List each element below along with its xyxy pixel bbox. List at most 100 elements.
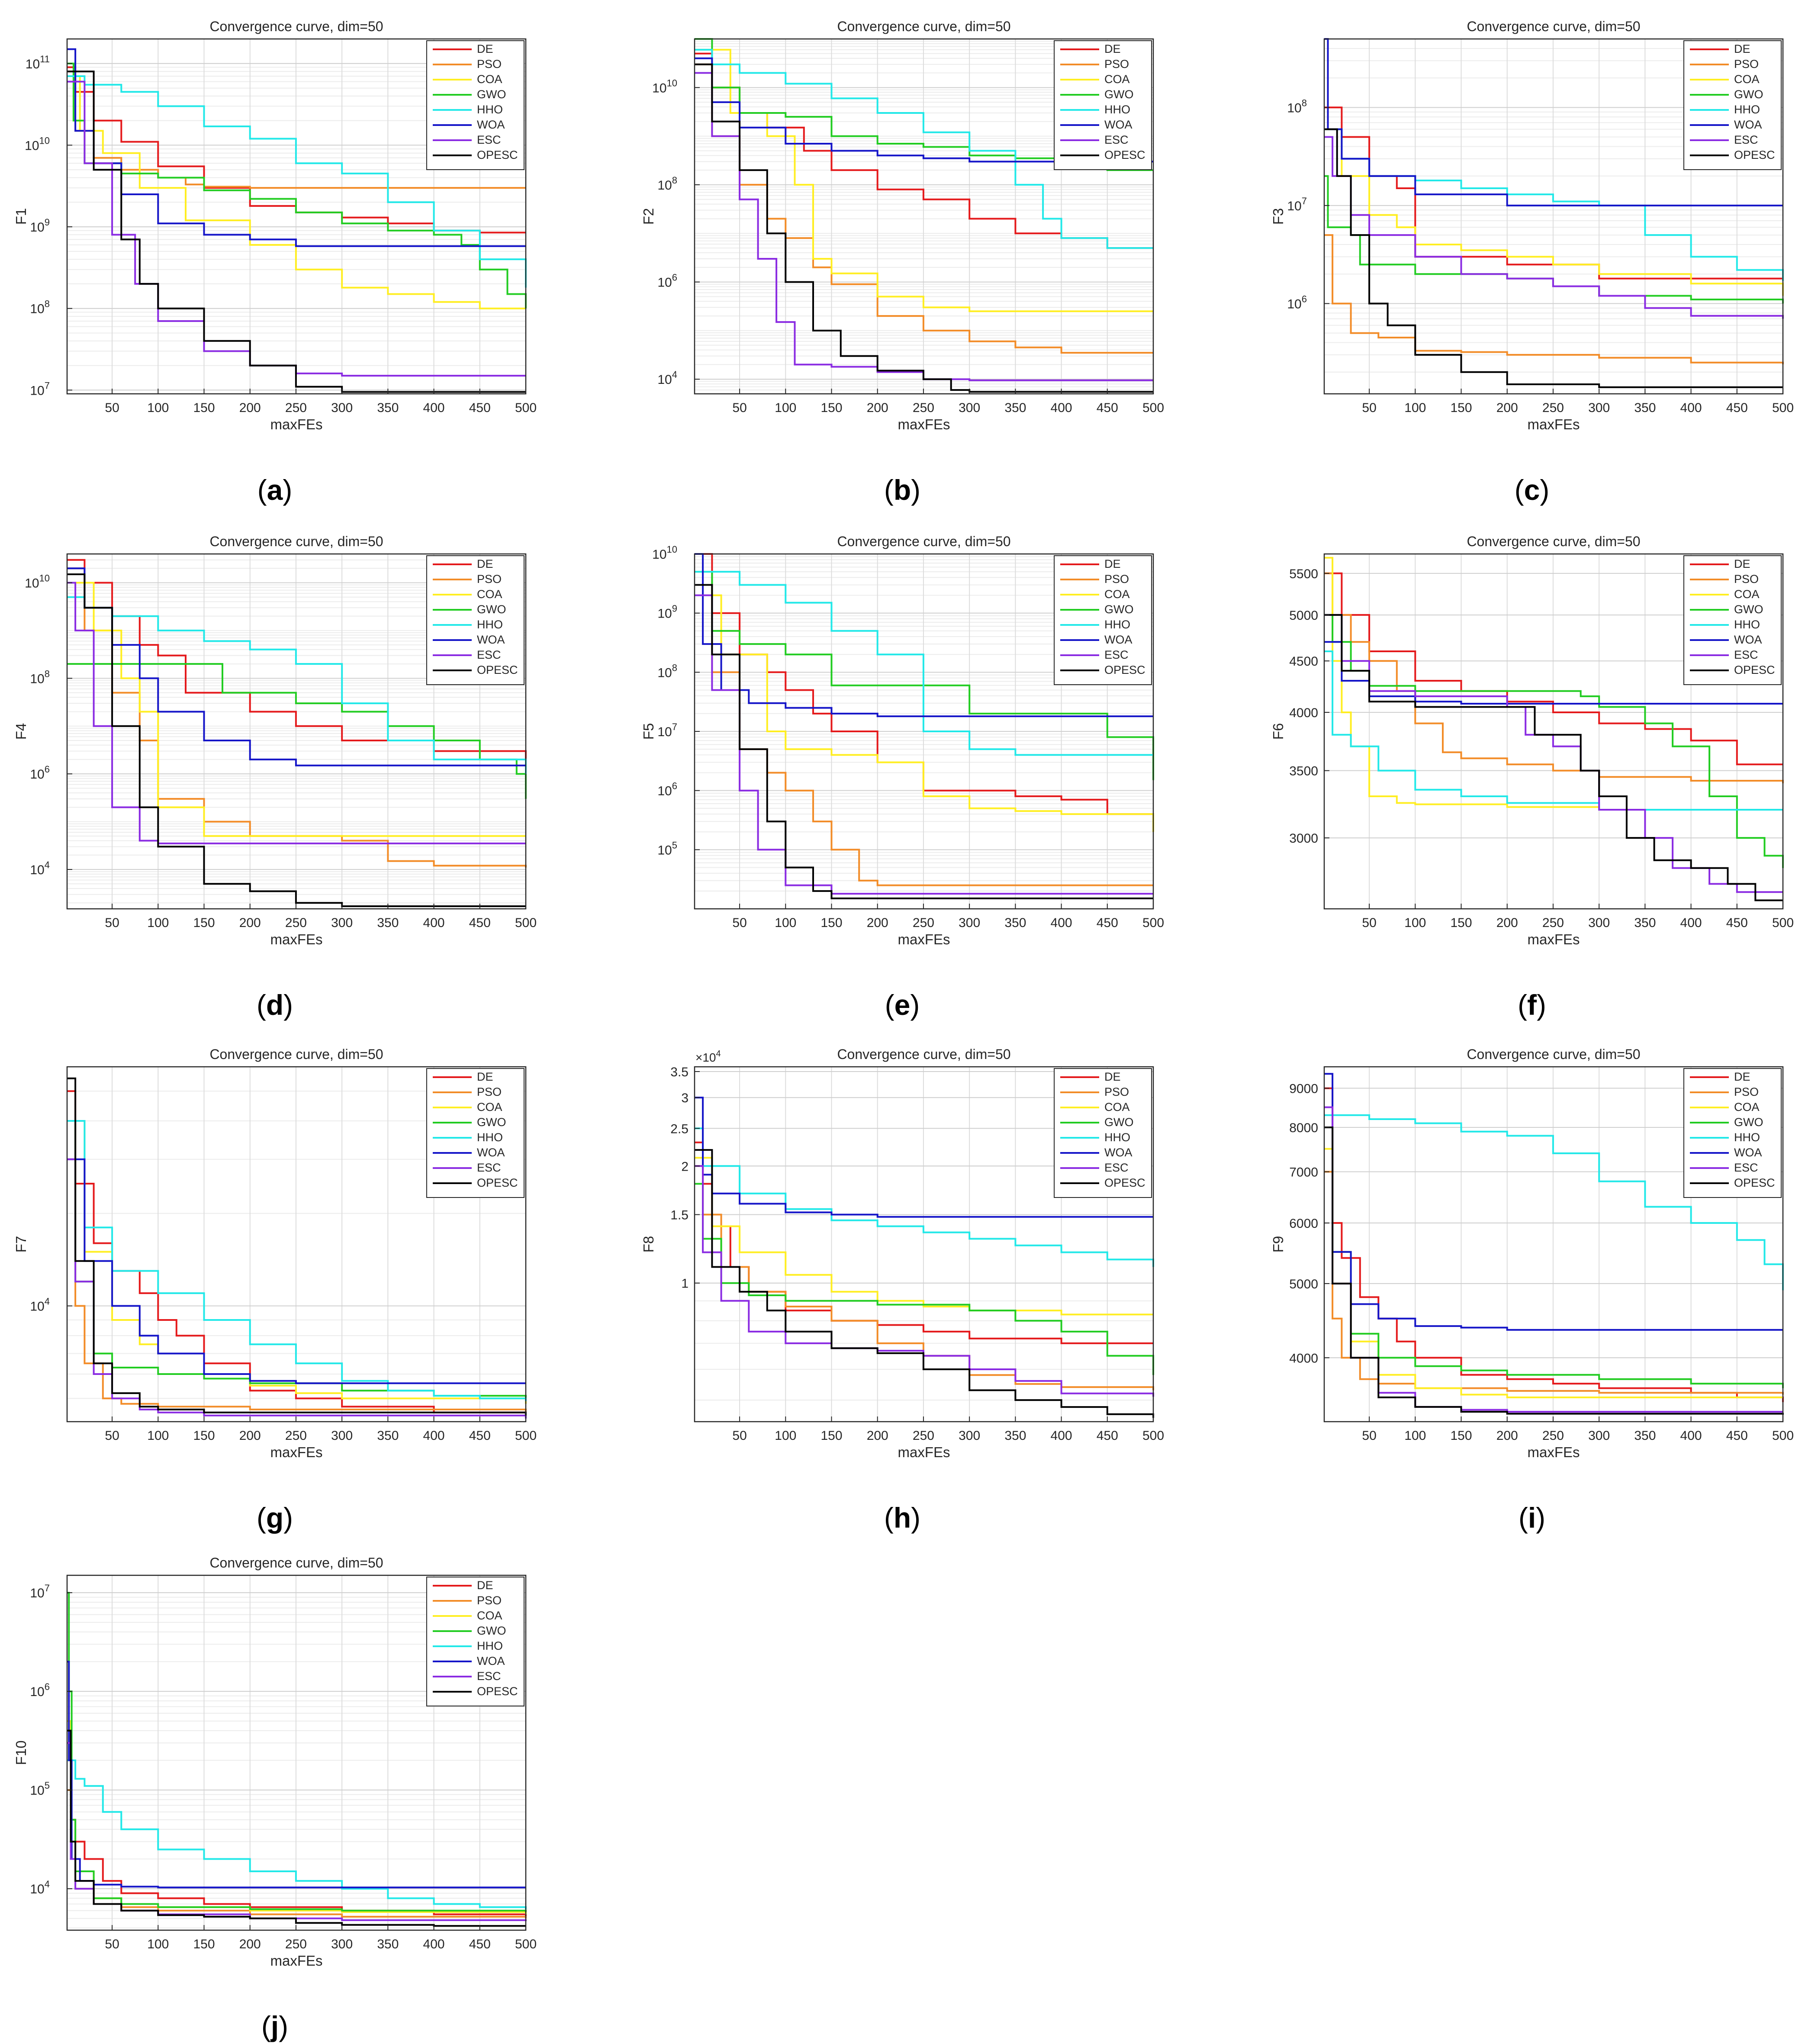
- legend-label-de: DE: [477, 1579, 493, 1592]
- x-tick-label: 150: [193, 916, 215, 930]
- x-tick-label: 100: [775, 401, 796, 415]
- legend: DE PSO COA GWO HHO WOA ESC OPESC: [426, 555, 524, 685]
- legend-label-hho: HHO: [1734, 618, 1760, 631]
- panel-label: (a): [257, 474, 293, 506]
- x-axis-label: maxFEs: [898, 1444, 950, 1460]
- x-tick-label: 100: [147, 1937, 169, 1951]
- series-line-opesc: [1324, 614, 1783, 901]
- legend-label-gwo: GWO: [1734, 1116, 1763, 1129]
- legend-label-hho: HHO: [477, 1131, 503, 1144]
- legend-label-pso: PSO: [477, 1594, 502, 1607]
- x-tick-label: 500: [1142, 916, 1164, 930]
- series-line-coa: [67, 75, 526, 309]
- legend-box: [1683, 40, 1782, 170]
- x-tick-label: 300: [331, 401, 353, 415]
- legend-label-opesc: OPESC: [1734, 663, 1775, 676]
- x-tick-label: 300: [1588, 1429, 1610, 1443]
- legend-label-pso: PSO: [477, 573, 502, 586]
- legend-label-pso: PSO: [1734, 1085, 1759, 1098]
- legend-label-hho: HHO: [1734, 103, 1760, 116]
- x-axis-label: maxFEs: [1527, 931, 1580, 947]
- x-axis-label: maxFEs: [1527, 416, 1580, 432]
- x-tick-label: 200: [867, 916, 888, 930]
- series-line-hho: [695, 571, 1153, 756]
- axes-box: [1323, 38, 1784, 395]
- legend-label-opesc: OPESC: [1734, 1176, 1775, 1189]
- legend: DE PSO COA GWO HHO WOA ESC OPESC: [426, 1577, 524, 1706]
- x-tick-label: 250: [913, 916, 934, 930]
- chart-title: Convergence curve, dim=50: [837, 19, 1010, 34]
- series-line-woa: [67, 1158, 526, 1384]
- legend-box: [1054, 1068, 1152, 1198]
- legend-label-esc: ESC: [1734, 133, 1758, 146]
- x-tick-label: 350: [1634, 1429, 1656, 1443]
- x-tick-label: 200: [867, 401, 888, 415]
- legend-label-esc: ESC: [477, 1670, 501, 1683]
- legend-label-hho: HHO: [1734, 1131, 1760, 1144]
- x-tick-label: 400: [423, 1429, 445, 1443]
- legend-label-esc: ESC: [1734, 648, 1758, 661]
- series-group: [67, 1592, 527, 1927]
- x-tick-label: 350: [377, 401, 399, 415]
- x-tick-labels: 50 100 150 200 250 300 350 400 450 500: [732, 389, 1164, 415]
- series-line-coa: [695, 594, 1154, 832]
- legend-label-gwo: GWO: [1734, 603, 1763, 616]
- legend-label-coa: COA: [477, 1609, 502, 1622]
- panel-label: (c): [1515, 474, 1550, 506]
- x-tick-label: 300: [331, 1429, 353, 1443]
- y-tick-label: 106: [30, 1681, 50, 1699]
- series-line-esc: [695, 594, 1153, 895]
- y-tick-label: 4000: [1289, 1351, 1318, 1365]
- y-tick-label: 1010: [25, 135, 50, 153]
- x-tick-label: 450: [469, 916, 491, 930]
- x-tick-label: 350: [1634, 401, 1656, 415]
- x-tick-labels: 50 100 150 200 250 300 350 400 450 500: [105, 1416, 537, 1443]
- x-tick-label: 150: [1450, 1429, 1472, 1443]
- legend: DE PSO COA GWO HHO WOA ESC OPESC: [1683, 555, 1782, 685]
- x-tick-label: 500: [515, 401, 537, 415]
- x-tick-label: 150: [820, 916, 842, 930]
- y-tick-labels: 104 105 106 107: [30, 1583, 72, 1896]
- series-line-woa: [695, 57, 1153, 163]
- chart-panel: 50 100 150 200 250 300 350 400 450 50010410510610…: [13, 1555, 537, 2042]
- legend-label-coa: COA: [1104, 1101, 1130, 1114]
- x-tick-label: 200: [239, 916, 261, 930]
- x-tick-label: 400: [1680, 401, 1702, 415]
- x-tick-label: 450: [1726, 401, 1748, 415]
- x-tick-label: 150: [820, 401, 842, 415]
- x-tick-label: 300: [331, 916, 353, 930]
- x-tick-label: 250: [1542, 401, 1564, 415]
- x-tick-label: 50: [105, 916, 119, 930]
- series-line-opesc: [1324, 128, 1783, 388]
- axes-box: [694, 1066, 1154, 1423]
- x-tick-label: 500: [1772, 401, 1794, 415]
- legend-label-pso: PSO: [477, 58, 502, 71]
- x-axis-label: maxFEs: [270, 931, 322, 947]
- legend-box: [426, 1068, 524, 1198]
- series-line-opesc: [695, 1149, 1154, 1418]
- axes-box: [66, 1574, 527, 1931]
- x-tick-label: 250: [285, 916, 307, 930]
- legend-label-gwo: GWO: [1104, 603, 1134, 616]
- x-tick-label: 150: [1450, 401, 1472, 415]
- x-tick-label: 500: [1142, 401, 1164, 415]
- legend-box: [426, 40, 524, 170]
- legend-label-coa: COA: [1104, 588, 1130, 601]
- y-tick-label: 104: [30, 859, 50, 877]
- series-group: [1324, 1073, 1784, 1415]
- y-tick-label: 107: [1287, 196, 1307, 213]
- legend-label-de: DE: [1734, 42, 1750, 55]
- y-axis-label: F3: [1270, 208, 1286, 225]
- panel-label: (i): [1519, 1502, 1545, 1534]
- x-tick-label: 250: [913, 401, 934, 415]
- chart-panel: 50 100 150 200 250 300 350 400 450 500 4000 5000 600…: [1270, 1046, 1794, 1534]
- x-tick-label: 250: [1542, 916, 1564, 930]
- legend-label-woa: WOA: [1734, 118, 1762, 131]
- x-axis-label: maxFEs: [898, 931, 950, 947]
- chart-title: Convergence curve, dim=50: [209, 534, 383, 549]
- series-line-pso: [1324, 234, 1784, 364]
- series-line-woa: [695, 553, 1153, 718]
- x-tick-label: 400: [1051, 1429, 1072, 1443]
- x-tick-labels: 50 100 150 200 250 300 350 400 450 500: [105, 904, 537, 930]
- legend-label-hho: HHO: [477, 1639, 503, 1652]
